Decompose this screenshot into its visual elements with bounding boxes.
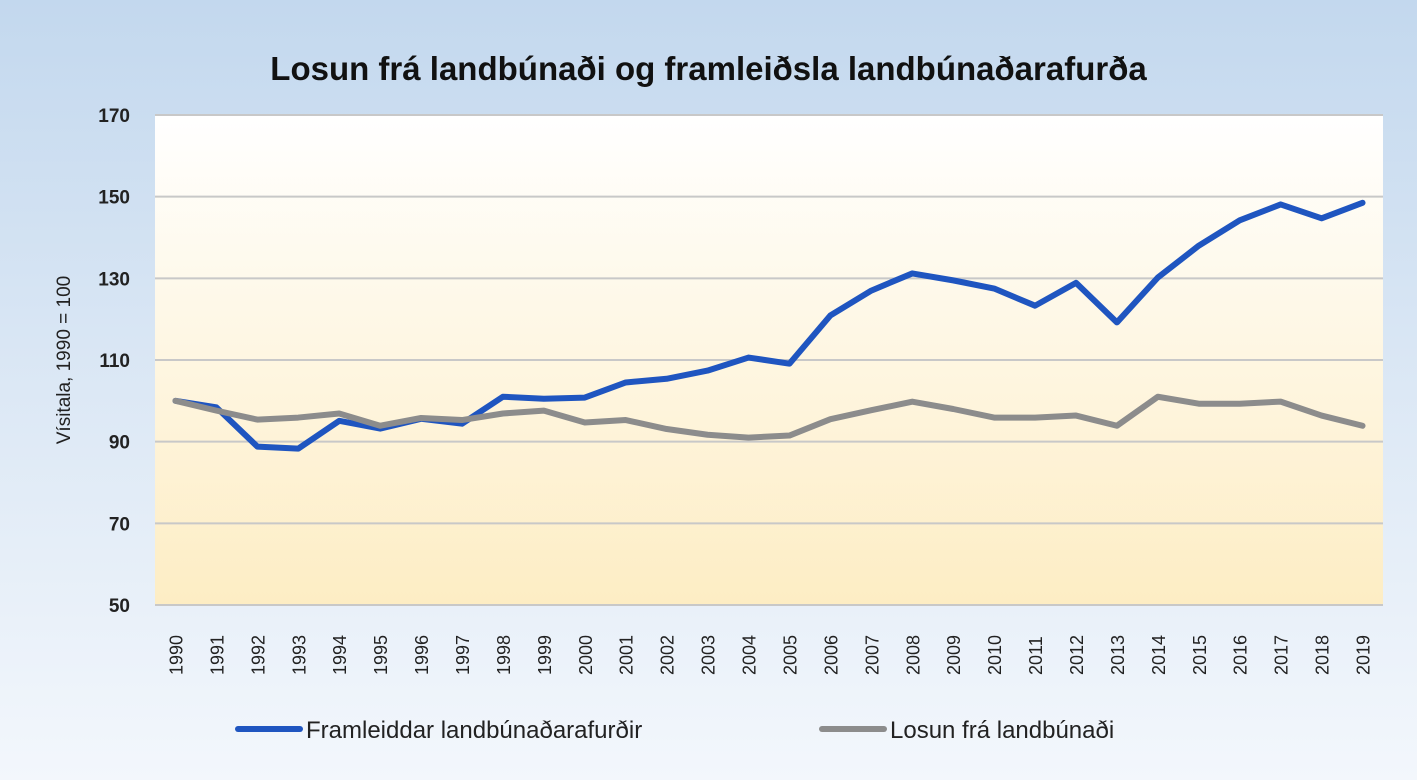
- x-tick-label: 2010: [985, 635, 1005, 675]
- y-tick-label: 170: [98, 106, 130, 127]
- x-tick-label: 2000: [576, 635, 596, 675]
- series-line-1: [172, 393, 1366, 441]
- legend-label: Losun frá landbúnaði: [890, 717, 1114, 744]
- x-tick-label: 2008: [903, 635, 923, 675]
- x-tick-label: 2015: [1190, 635, 1210, 675]
- x-tick-label: 2016: [1231, 635, 1251, 675]
- y-tick-label: 130: [98, 269, 130, 290]
- x-tick-label: 2013: [1108, 635, 1128, 675]
- x-tick-label: 2001: [617, 635, 637, 675]
- y-tick-label: 50: [109, 596, 130, 617]
- x-tick-label: 2003: [699, 635, 719, 675]
- x-tick-label: 2006: [821, 635, 841, 675]
- x-tick-label: 2002: [658, 635, 678, 675]
- x-tick-label: 2019: [1354, 635, 1374, 675]
- x-tick-label: 2007: [862, 635, 882, 675]
- x-tick-label: 2009: [944, 635, 964, 675]
- y-axis-label: Vísitala, 1990 = 100: [54, 276, 75, 445]
- x-tick-label: 2018: [1313, 635, 1333, 675]
- y-tick-label: 70: [109, 514, 130, 535]
- x-tick-label: 1991: [207, 635, 227, 675]
- y-tick-label: 110: [99, 351, 130, 372]
- x-tick-label: 1992: [248, 635, 268, 675]
- x-tick-label: 2017: [1272, 635, 1292, 675]
- x-tick-label: 2004: [740, 635, 760, 675]
- x-tick-label: 2014: [1149, 635, 1169, 675]
- x-tick-label: 1993: [289, 635, 309, 675]
- x-tick-label: 1995: [371, 635, 391, 675]
- x-tick-label: 1999: [535, 635, 555, 675]
- chart-title: Losun frá landbúnaði og framleiðsla land…: [270, 50, 1147, 87]
- x-tick-label: 1997: [453, 635, 473, 675]
- y-tick-label: 90: [109, 433, 130, 454]
- x-tick-label: 2012: [1067, 635, 1087, 675]
- legend-label: Framleiddar landbúnaðarafurðir: [306, 717, 642, 744]
- series-line-0: [172, 199, 1366, 452]
- x-tick-label: 2005: [780, 635, 800, 675]
- x-tick-label: 2011: [1026, 636, 1046, 675]
- x-tick-label: 1996: [412, 635, 432, 675]
- x-tick-label: 1998: [494, 635, 514, 675]
- x-tick-label: 1990: [166, 635, 186, 675]
- y-tick-label: 150: [98, 188, 130, 209]
- x-tick-label: 1994: [330, 635, 350, 675]
